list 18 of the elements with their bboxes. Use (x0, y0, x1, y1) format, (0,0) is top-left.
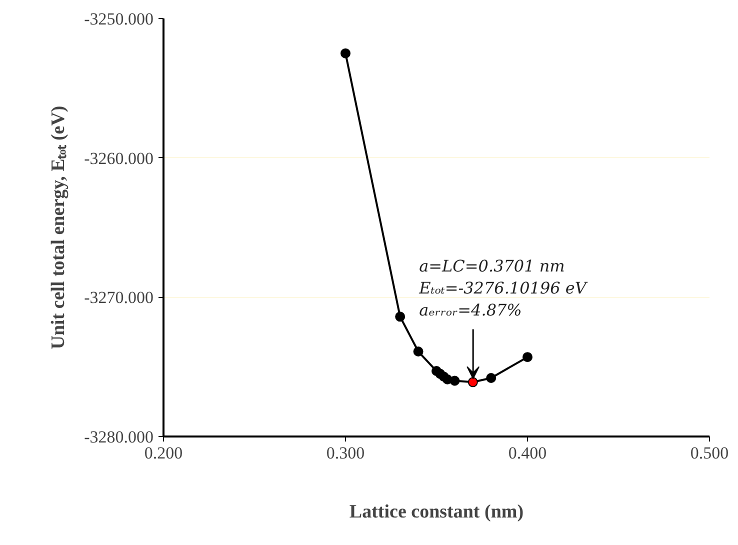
x-tick-label: 0.200 (144, 444, 183, 462)
point (450, 376, 460, 386)
point (486, 372, 496, 383)
point (340, 48, 350, 58)
y-tick-label: -3260.000 (84, 148, 154, 168)
point (468, 377, 478, 388)
point (395, 312, 406, 322)
y-tick-label: -3280.000 (84, 428, 154, 446)
x-tick-label: 0.300 (326, 444, 365, 462)
point (413, 346, 424, 356)
x-axis-title: Lattice constant (nm) (349, 502, 524, 522)
x-tick-label: 0.500 (690, 444, 729, 462)
annotation: a=LC=0.3701 nm Eₜₒₜ=-3276.10196 eV aₑᵣᵣₒᵣ=4.87% (418, 256, 588, 320)
y-tick-label: -3250.000 (84, 10, 154, 28)
x-tick-label: 0.400 (508, 444, 547, 462)
y-tick-label: -3270.000 (84, 288, 154, 308)
y-axis-title: Unit cell total energy, Eₜₒₜ (eV) (48, 106, 70, 350)
point (522, 352, 532, 362)
